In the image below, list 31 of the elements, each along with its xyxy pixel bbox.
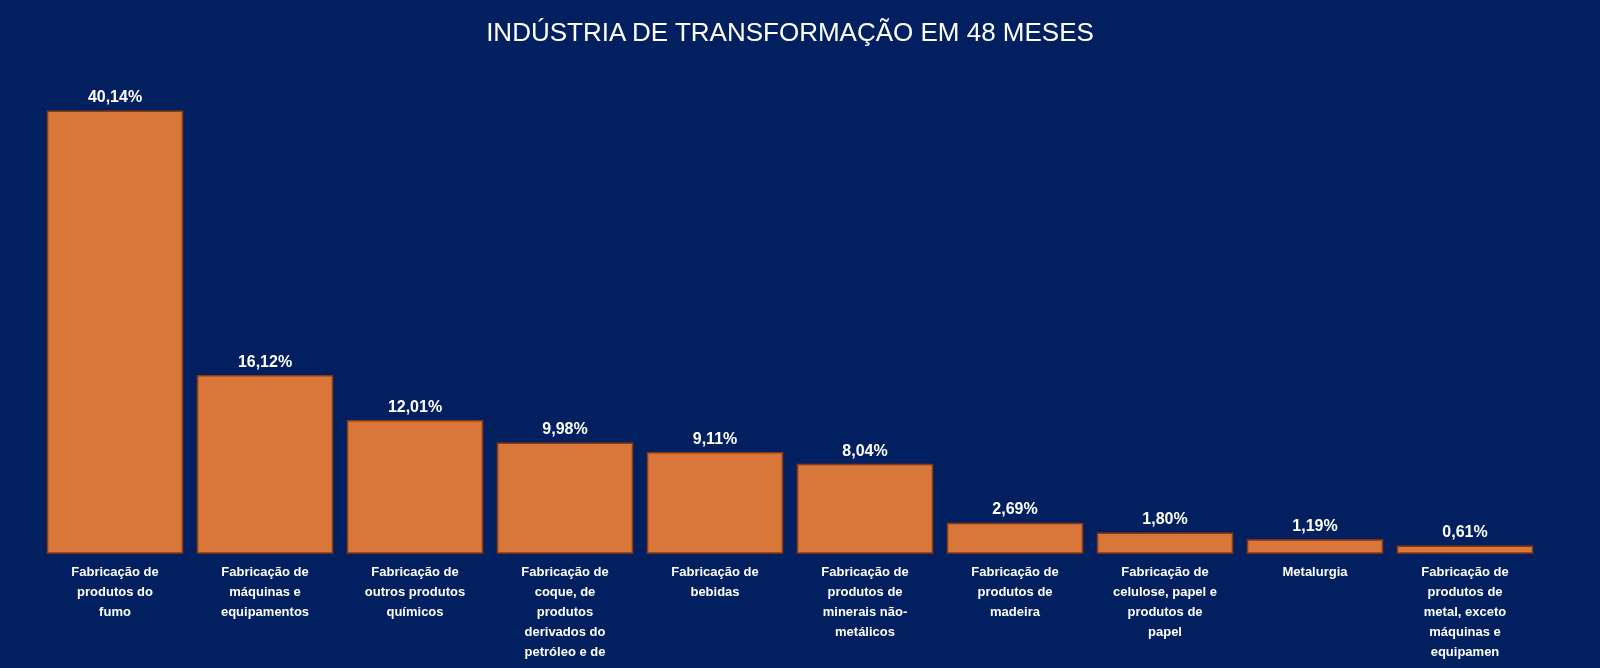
bar	[496, 442, 634, 554]
data-label: 9,11%	[692, 429, 738, 447]
bar	[796, 463, 934, 554]
bar	[1246, 539, 1384, 554]
x-tick-label: Fabricação de bebidas	[671, 563, 759, 599]
data-label: 8,04%	[842, 441, 888, 459]
x-tick-label: Fabricação de produtos do fumo	[71, 563, 159, 619]
bar	[1096, 532, 1234, 554]
data-label: 16,12%	[237, 352, 293, 370]
x-tick-label: Fabricação de máquinas e equipamentos	[220, 563, 310, 619]
data-label: 40,14%	[87, 88, 143, 106]
bar	[196, 374, 334, 554]
bar	[946, 522, 1084, 554]
x-tick-label: Fabricação de outros produtos químicos	[364, 563, 466, 619]
data-label: 2,69%	[992, 500, 1038, 518]
x-tick-label: Fabricação de coque, de produtos derivados do petróleo e de	[521, 563, 609, 659]
bar	[1396, 545, 1534, 554]
x-tick-label: Fabricação de produtos de minerais não- metálicos	[821, 563, 909, 639]
x-tick-label: Fabricação de produtos de metal, exceto máquinas e equipamen	[1421, 563, 1509, 659]
x-tick-label: Metalurgia	[1282, 563, 1349, 579]
bar	[346, 420, 484, 554]
data-label: 0,61%	[1442, 523, 1488, 541]
data-label: 1,80%	[1142, 510, 1188, 528]
bar	[646, 452, 784, 554]
x-tick-label: Fabricação de celulose, papel e produtos de papel	[1112, 563, 1218, 639]
x-tick-label: Fabricação de produtos de madeira	[971, 563, 1059, 619]
data-label: 9,98%	[542, 420, 588, 438]
bar	[46, 110, 184, 554]
chart-title: INDÚSTRIA DE TRANSFORMAÇÃO EM 48 MESES	[486, 17, 1094, 47]
data-label: 12,01%	[387, 397, 443, 415]
data-label: 1,19%	[1292, 516, 1338, 534]
